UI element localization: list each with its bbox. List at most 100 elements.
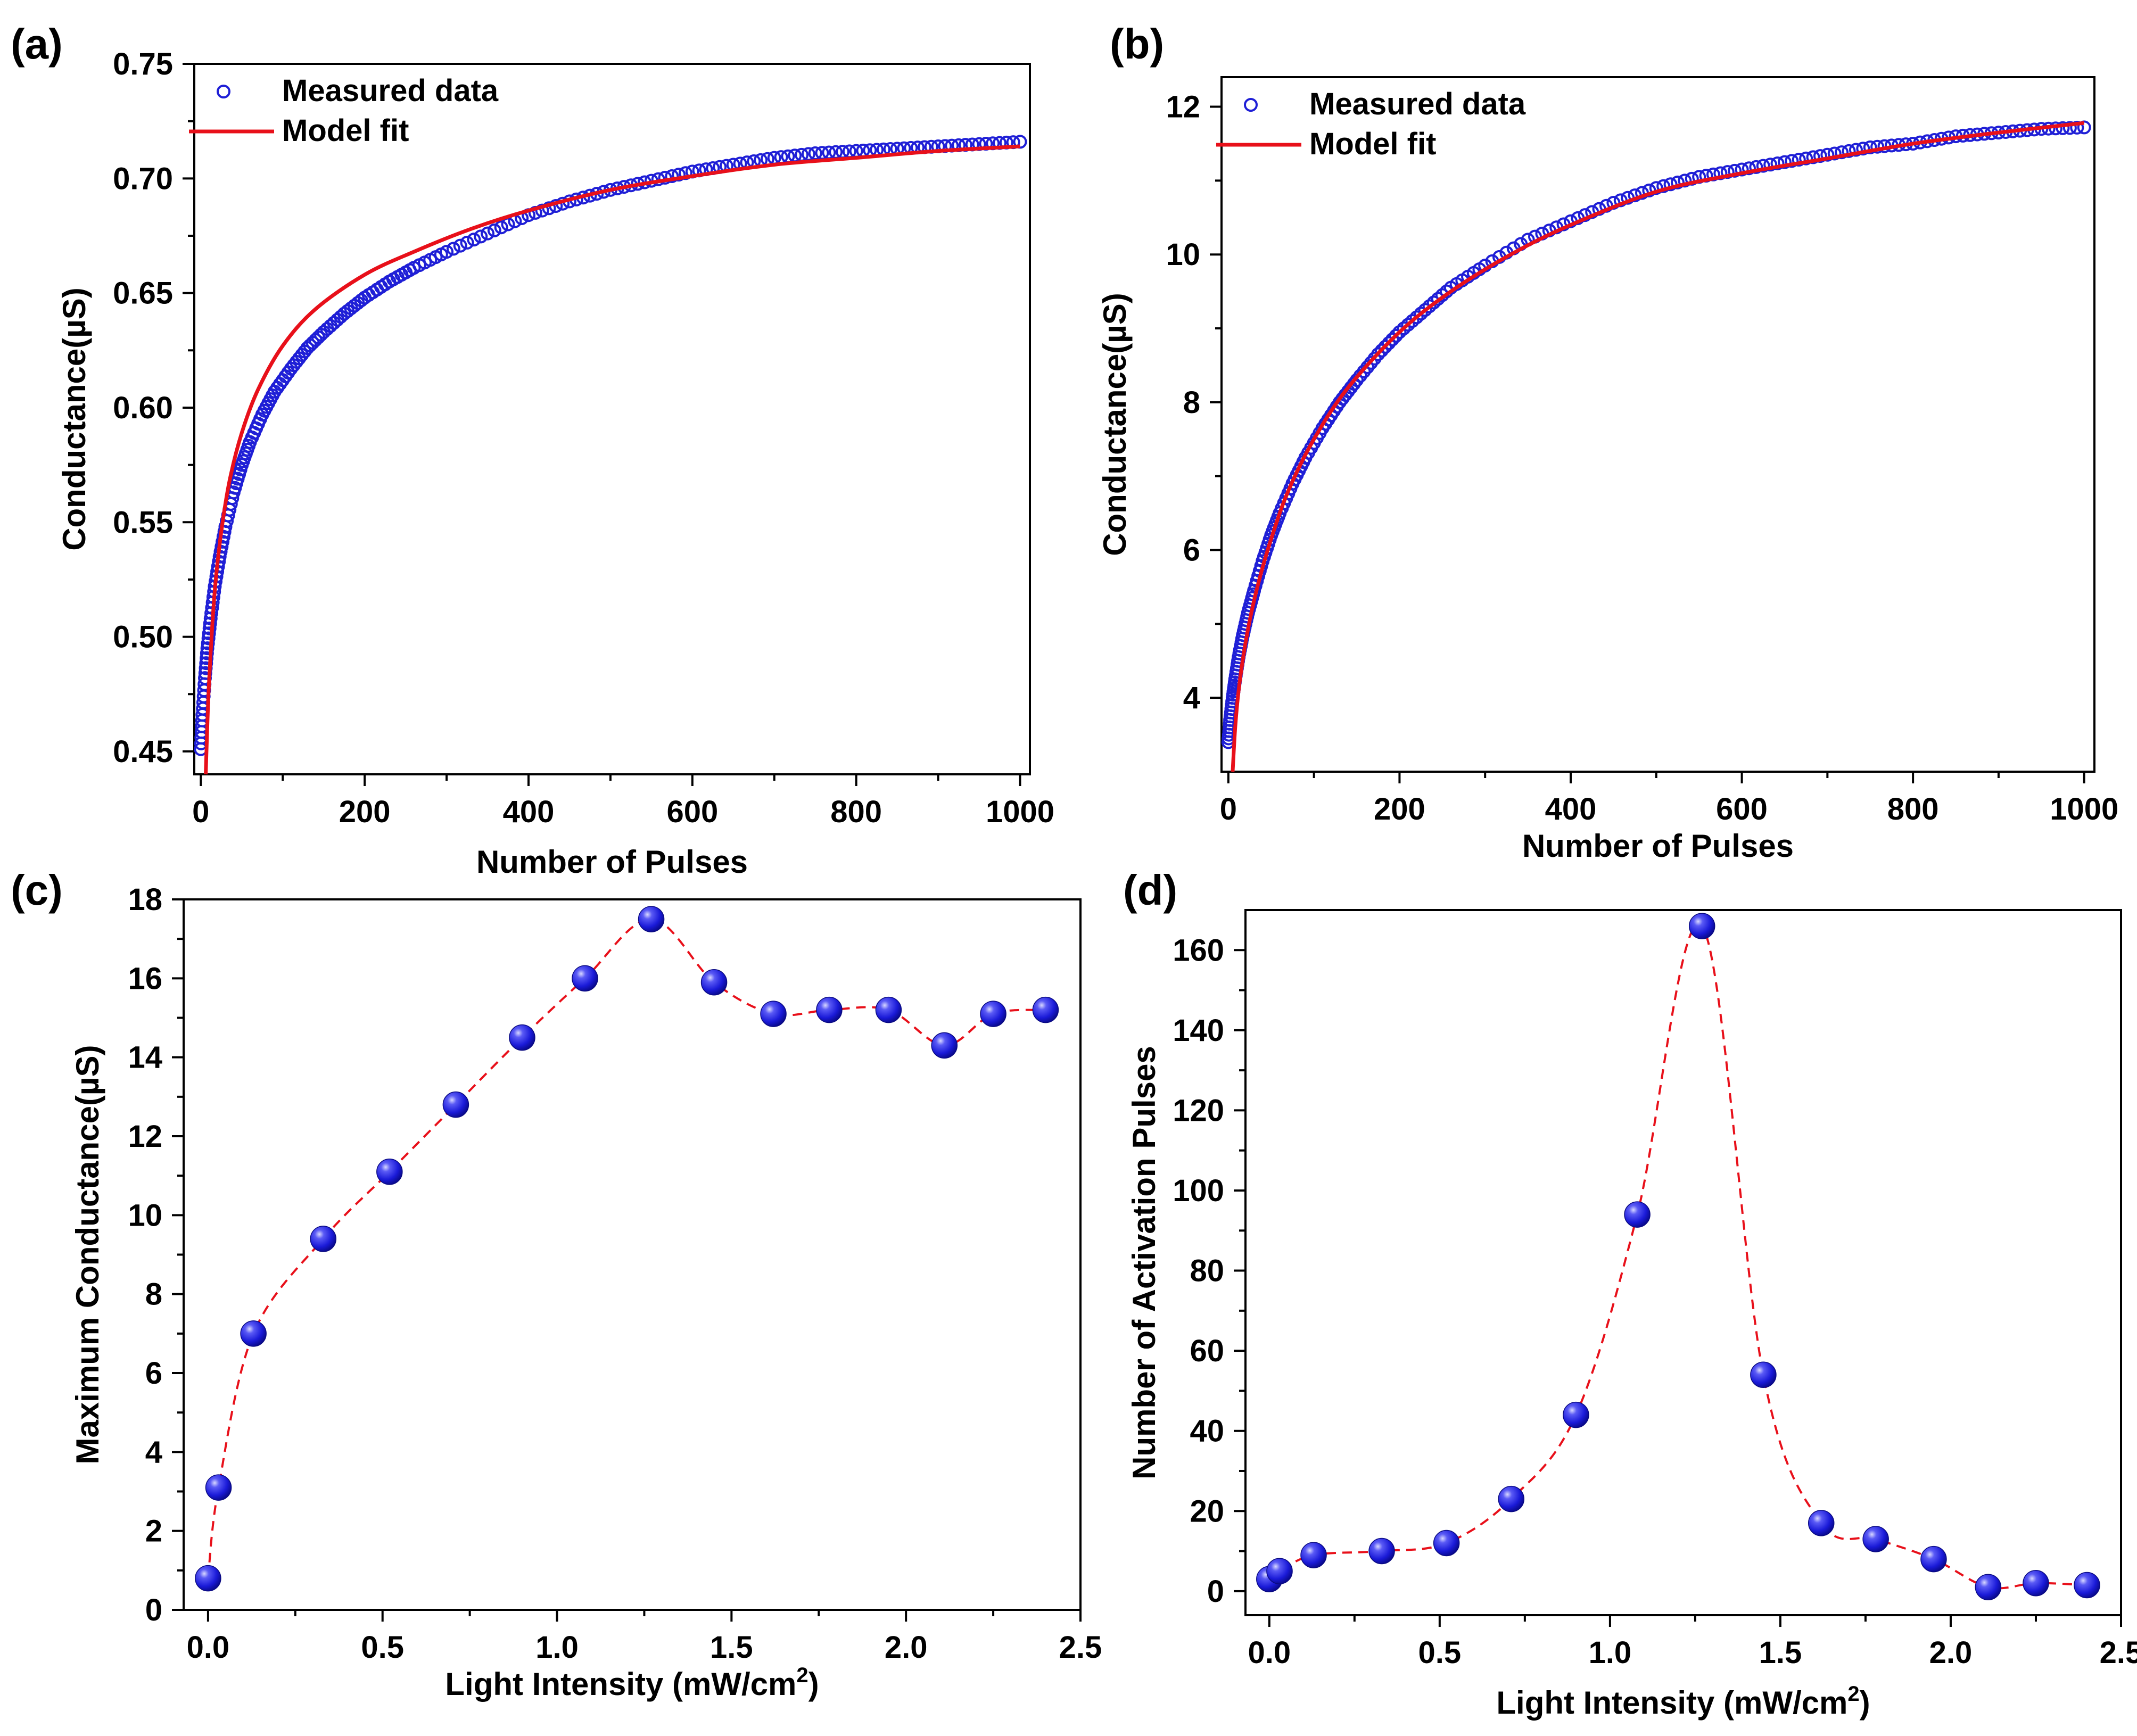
x-tick-label: 0.5 — [1418, 1635, 1462, 1670]
y-tick-label: 8 — [145, 1277, 162, 1312]
panel-c-max-conductance-vs-intensity: 0.0 0.5 1.0 1.5 2.0 2.5 0 2 4 6 8 10 12 14 16 18 Light I… — [70, 882, 1102, 1702]
measured-point — [808, 146, 822, 160]
measured-point — [1426, 295, 1441, 310]
sphere-marker — [2074, 1572, 2100, 1599]
measured-point — [1405, 314, 1420, 328]
measured-point — [1770, 156, 1785, 170]
x-axis-title: Light Intensity (mW/cm2) — [445, 1664, 819, 1702]
measured-point — [1397, 321, 1411, 336]
measured-point — [1777, 155, 1792, 169]
measured-point — [1728, 163, 1742, 178]
sphere-marker — [931, 1032, 958, 1059]
measured-point — [216, 530, 230, 544]
x-tick-label: 1.0 — [1589, 1635, 1632, 1670]
x-axis-title: Number of Pulses — [476, 844, 748, 880]
sphere-marker — [1368, 1537, 1395, 1565]
measured-point — [467, 233, 481, 247]
panel-b-conductance-vs-pulses: 0 200 400 600 800 1000 4 6 8 10 12 Number of Pulses… — [1097, 76, 2118, 864]
y-axis-title: Conductance(µS) — [56, 287, 92, 551]
measured-point — [1863, 140, 1877, 154]
sphere-marker — [700, 969, 728, 996]
measured-point — [474, 229, 488, 244]
measured-point — [1663, 177, 1678, 192]
measured-point — [200, 651, 214, 665]
x-tick-label: 1.5 — [1759, 1635, 1802, 1670]
sphere-marker — [1808, 1510, 1835, 1536]
measured-point — [1371, 347, 1385, 361]
measured-point — [1678, 173, 1692, 188]
plot-frame — [1220, 76, 2095, 773]
measured-point — [665, 169, 679, 184]
measured-point — [453, 238, 467, 253]
model-fit-line — [204, 144, 1020, 775]
sphere-marker — [816, 996, 843, 1023]
panel-label-b: (b) — [1110, 20, 1164, 68]
sphere-marker — [1563, 1401, 1589, 1428]
legend: Measured data Model fit — [1216, 87, 1526, 161]
y-tick-label: 8 — [1183, 385, 1200, 420]
y-axis-title: Conductance(µS) — [1097, 293, 1133, 556]
panel-a-conductance-vs-pulses: 0 200 400 600 800 1000 0.45 0.50 0.55 0.60 0.65 0.7… — [56, 47, 1054, 880]
measured-point — [1792, 153, 1806, 167]
sphere-marker — [310, 1226, 337, 1252]
measured-point — [1742, 161, 1756, 176]
x-tick-label: 0.0 — [1248, 1635, 1291, 1670]
measured-point — [1382, 336, 1396, 350]
y-tick-label: 120 — [1173, 1093, 1224, 1128]
x-tick-label: 1000 — [2050, 792, 2118, 826]
dashed-guide-line — [207, 918, 1046, 1578]
y-tick-label: 80 — [1190, 1254, 1224, 1288]
x-tick-label: 400 — [503, 795, 555, 829]
panel-d-activation-pulses-vs-intensity: 0.0 0.5 1.0 1.5 2.0 2.5 0 20 40 60 80 100 120 140 160 L… — [1126, 909, 2137, 1721]
measured-point — [1431, 292, 1445, 306]
y-tick-label: 160 — [1173, 933, 1224, 968]
y-tick-label: 0.70 — [113, 161, 173, 196]
x-tick-label: 2.0 — [885, 1630, 928, 1665]
x-tick-label: 1.5 — [710, 1630, 753, 1665]
sphere-marker — [760, 1001, 787, 1027]
panel-label-a: (a) — [11, 20, 63, 68]
sphere-marker — [1688, 913, 1715, 939]
sphere-marker — [980, 1001, 1006, 1027]
x-tick-label: 600 — [666, 795, 718, 829]
measured-point — [1735, 162, 1749, 177]
y-tick-label: 14 — [128, 1040, 162, 1075]
model-fit-line — [1231, 121, 2085, 772]
measured-point — [1401, 318, 1415, 332]
measured-point — [1414, 307, 1428, 321]
measured-point — [1785, 154, 1799, 168]
x-tick-label: 800 — [1887, 792, 1939, 826]
y-tick-label: 40 — [1190, 1414, 1224, 1449]
sphere-marker — [572, 965, 598, 992]
sphere-marker — [1975, 1574, 2002, 1601]
measured-point — [1856, 142, 1870, 156]
sphere-marker — [195, 1565, 221, 1592]
x-tick-label: 600 — [1716, 792, 1768, 826]
plot-frame — [193, 63, 1031, 775]
y-tick-label: 0.75 — [113, 47, 173, 81]
sphere-marker — [875, 996, 902, 1023]
measured-point — [1649, 181, 1663, 195]
y-tick-label: 140 — [1173, 1013, 1224, 1048]
y-tick-label: 10 — [1166, 237, 1200, 272]
measured-point — [1720, 165, 1735, 179]
measured-point — [1849, 143, 1863, 157]
y-tick-label: 6 — [145, 1356, 162, 1391]
measured-point — [203, 616, 217, 631]
x-axis-title: Light Intensity (mW/cm2) — [1496, 1682, 1870, 1721]
y-tick-label: 60 — [1190, 1334, 1224, 1368]
measured-point — [202, 621, 217, 635]
sphere-marker — [442, 1091, 469, 1118]
x-tick-label: 2.5 — [2100, 1635, 2137, 1670]
measured-point — [440, 245, 454, 259]
y-tick-label: 0.55 — [113, 505, 173, 540]
measured-point — [1378, 340, 1392, 354]
x-tick-label: 0 — [192, 795, 209, 829]
x-tick-label: 2.5 — [1059, 1630, 1102, 1665]
x-tick-label: 200 — [1374, 792, 1425, 826]
measured-point — [672, 168, 686, 182]
legend-measured-marker — [1244, 98, 1258, 112]
measured-point — [1389, 328, 1403, 343]
measured-point — [1422, 299, 1437, 313]
